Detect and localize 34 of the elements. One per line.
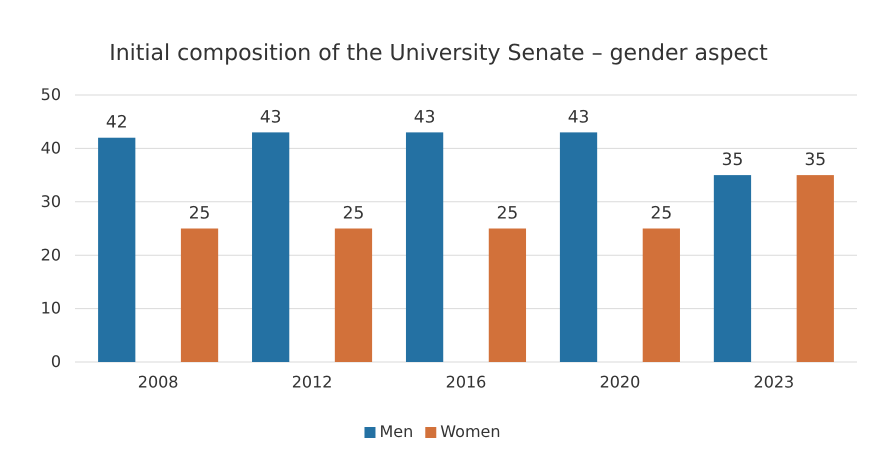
y-tick-label: 30: [40, 192, 61, 211]
data-label: 25: [650, 204, 672, 224]
data-label: 25: [188, 204, 210, 224]
data-label: 25: [342, 204, 364, 224]
legend-label: Women: [440, 422, 501, 441]
x-tick-label: 2023: [754, 372, 794, 392]
chart-title: Initial composition of the University Senate – gender aspect: [109, 41, 768, 66]
y-tick-label: 20: [40, 245, 61, 264]
data-label: 43: [568, 107, 590, 128]
y-tick-label: 50: [40, 85, 61, 104]
legend-label: Men: [379, 422, 414, 441]
bar: [180, 228, 218, 362]
bar: [334, 228, 372, 362]
data-label: 42: [106, 112, 128, 133]
bar: [714, 175, 752, 362]
x-tick-label: 2016: [446, 372, 486, 392]
x-tick-label: 2020: [600, 372, 640, 392]
x-tick-label: 2012: [292, 372, 332, 392]
bar: [406, 132, 444, 362]
bar: [796, 175, 834, 362]
bar: [560, 132, 598, 362]
y-tick-label: 0: [50, 352, 61, 372]
y-tick-label: 40: [40, 138, 61, 158]
data-label: 43: [260, 107, 282, 128]
y-tick-label: 10: [40, 298, 61, 318]
bar: [488, 228, 526, 362]
data-label: 25: [496, 204, 518, 224]
data-label: 43: [414, 107, 436, 128]
bar: [642, 228, 680, 362]
bar: [252, 132, 290, 362]
data-label: 35: [722, 150, 744, 170]
x-tick-label: 2008: [138, 372, 178, 392]
bar: [98, 138, 136, 362]
data-label: 35: [804, 150, 826, 170]
